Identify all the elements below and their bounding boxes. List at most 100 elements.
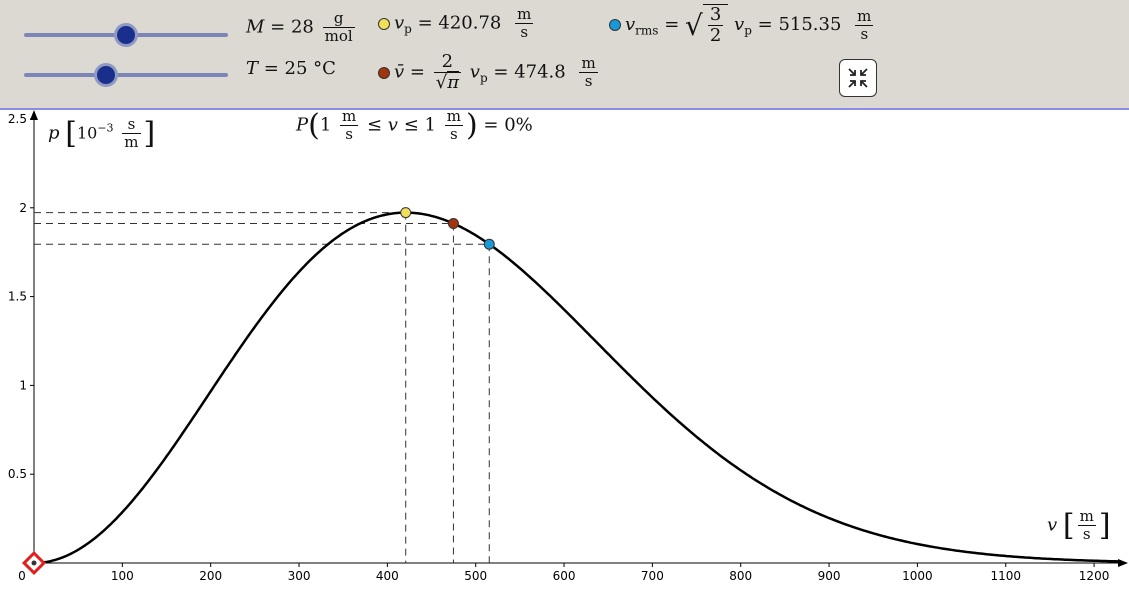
vrms-vp-sub: p <box>744 23 752 38</box>
marker-v_rms <box>483 238 495 250</box>
y-tick-label: 0.5 <box>8 467 27 481</box>
y-axis-prefix: 10 <box>76 123 98 143</box>
vrms-vp-symbol: v <box>734 14 745 35</box>
y-axis-exp: −3 <box>97 121 114 135</box>
vmean-vp-symbol: v <box>469 61 480 83</box>
x-tick-label: 400 <box>376 569 399 583</box>
temperature-readout: T = 25 °C <box>246 58 336 79</box>
vp-unit-den: s <box>520 23 529 41</box>
probability-open: ( <box>308 108 320 143</box>
vp-symbol: v <box>394 12 405 34</box>
x-tick-label: 0 <box>18 569 26 583</box>
x-axis-label: v [m s] <box>1047 507 1111 544</box>
vrms-fraction-den: 2 <box>709 25 722 46</box>
probability-upper: 1 <box>424 114 436 136</box>
probability-symbol: P <box>296 114 309 136</box>
x-tick-label: 1000 <box>902 569 933 583</box>
x-tick-label: 100 <box>111 569 134 583</box>
vrms-unit-num: m <box>855 6 874 26</box>
x-tick-label: 1100 <box>990 569 1021 583</box>
vmean-unit-num: m <box>579 54 598 73</box>
y-axis-arrow-icon <box>30 110 38 120</box>
marker-vp <box>400 207 412 219</box>
x-axis-unit-den: s <box>1082 525 1091 543</box>
mass-slider[interactable] <box>24 25 228 45</box>
vrms-value: = 515.35 <box>757 14 842 35</box>
y-axis-symbol: p <box>48 122 60 144</box>
vmean-pi: π <box>447 71 460 93</box>
mass-unit-num: g <box>322 10 355 28</box>
distribution-plot: 0 100 200 300 400 500 600 700 800 900 1000 1100 1200… <box>8 110 1128 583</box>
y-tick-label: 2.5 <box>8 112 27 126</box>
probability-lower-unit-num: m <box>340 107 359 126</box>
temperature-slider-knob[interactable] <box>96 66 115 84</box>
origin-point-icon <box>21 550 47 576</box>
x-tick-label: 200 <box>199 569 222 583</box>
collapse-button[interactable] <box>839 59 877 97</box>
vrms-eq: = <box>664 14 680 35</box>
vrms-sqrt: √ 3 2 <box>685 4 729 46</box>
axes <box>30 110 1128 567</box>
temperature-slider[interactable] <box>24 65 228 85</box>
point-markers <box>21 207 495 576</box>
x-tick-label: 300 <box>288 569 311 583</box>
y-tick-label: 1.5 <box>8 290 27 304</box>
mass-symbol: M <box>246 16 265 38</box>
vmean-eq: = <box>409 61 425 83</box>
vp-unit-num: m <box>515 5 534 24</box>
probability-lower: 1 <box>319 114 332 136</box>
vmean-value: = 474.8 <box>493 61 566 83</box>
vrms-sub: rms <box>635 23 659 38</box>
mass-slider-knob[interactable] <box>117 26 135 44</box>
vmean-marker-icon <box>378 66 390 79</box>
mass-unit-den: mol <box>324 27 353 45</box>
mass-readout: M = 28 g mol <box>246 10 358 45</box>
vmean-fraction-num: 2 <box>433 52 462 73</box>
vmean-fraction-den: √π <box>435 71 460 93</box>
vrms-fraction-num: 3 <box>707 4 724 26</box>
x-tick-label: 500 <box>464 569 487 583</box>
y-axis-unit-num: s <box>122 116 141 134</box>
probability-close: ) <box>465 108 478 143</box>
x-tick-label: 1200 <box>1079 569 1110 583</box>
y-tick-label: 2 <box>19 201 27 215</box>
temperature-symbol: T <box>246 58 259 79</box>
guide-lines <box>34 212 490 563</box>
vmean-fraction: 2 √π <box>433 52 462 93</box>
collapse-arrows-icon <box>848 68 868 88</box>
probability-lower-unit-den: s <box>345 125 353 143</box>
marker-v_mean <box>447 218 459 230</box>
temperature-slider-track <box>24 73 228 77</box>
origin-dot <box>31 560 37 566</box>
vp-value: = 420.78 <box>417 12 502 34</box>
probability-mid: ≤ v ≤ <box>367 114 419 136</box>
x-axis-symbol: v <box>1047 514 1058 536</box>
vrms-unit-den: s <box>860 24 869 43</box>
y-tick-label: 1 <box>19 378 27 392</box>
mass-value: = 28 <box>270 16 314 38</box>
y-axis-unit-den: m <box>124 133 139 151</box>
probability-upper-unit-num: m <box>444 107 463 126</box>
vmean-unit-den: s <box>584 72 593 90</box>
distribution-curve <box>34 211 1121 565</box>
temperature-value: = 25 °C <box>263 58 336 79</box>
vmean-vp-sub: p <box>479 71 488 86</box>
probability-upper-unit-den: s <box>449 125 458 143</box>
vrms-marker-icon <box>609 19 621 31</box>
tick-labels: 0 100 200 300 400 500 600 700 800 900 1000 1100 1200… <box>8 112 1109 583</box>
x-axis-unit-num: m <box>1077 507 1096 526</box>
vmean-symbol: v̄ <box>394 61 405 83</box>
